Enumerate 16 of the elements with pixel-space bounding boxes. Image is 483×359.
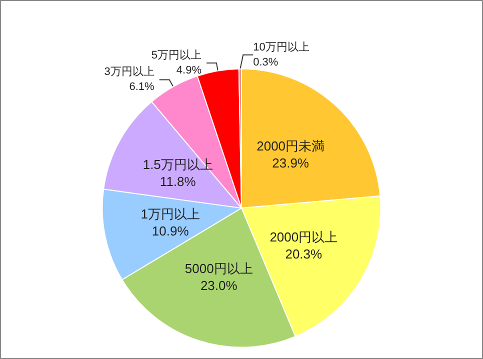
- data-label: 20.3%: [285, 246, 323, 262]
- slice-label: 2000円未満: [256, 138, 325, 154]
- slice-label: 1.5万円以上: [142, 157, 213, 172]
- data-label: 0.3%: [253, 56, 278, 68]
- slice-label: 10万円以上: [253, 40, 310, 54]
- data-label: 11.8%: [160, 174, 196, 190]
- data-label: 10.9%: [152, 224, 190, 239]
- slice-label: 3万円以上: [104, 65, 154, 78]
- data-label: 23.0%: [200, 278, 238, 294]
- slice-label: 5000円以上: [184, 261, 253, 276]
- data-label: 4.9%: [176, 64, 202, 76]
- slice-label: 2000円以上: [270, 230, 338, 245]
- slice-label: 5万円以上: [151, 48, 202, 62]
- slice-label: 1万円以上: [140, 206, 200, 222]
- data-label: 6.1%: [129, 81, 155, 94]
- data-label: 23.9%: [272, 156, 310, 171]
